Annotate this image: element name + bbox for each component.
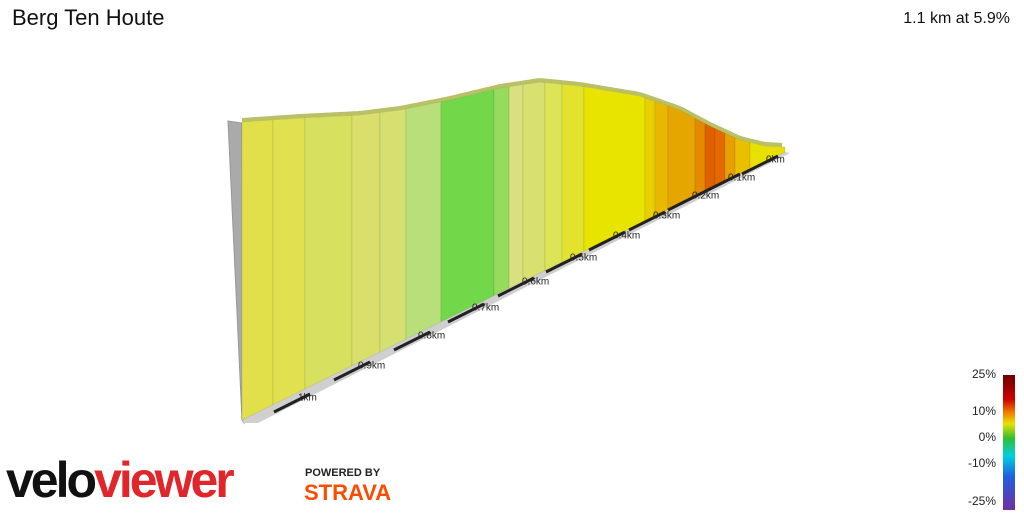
logo-end: viewer (94, 452, 234, 508)
distance-label: 1km (298, 393, 317, 404)
distance-label: 0.5km (570, 253, 597, 264)
distance-tick (703, 172, 741, 194)
profile-slice (644, 97, 656, 222)
distance-tick (333, 360, 371, 382)
profile-slice (522, 81, 546, 282)
profile-slice (704, 122, 716, 193)
distance-tick (667, 190, 705, 212)
distance-label: 0.3km (653, 211, 680, 222)
legend-label: 25% (972, 367, 996, 381)
distance-label: 0.9km (358, 361, 385, 372)
distance-label: 0.1km (728, 173, 755, 184)
title: Berg Ten Houte (12, 5, 164, 30)
distance-label: 0.2km (692, 191, 719, 202)
logo-start: velo (6, 452, 96, 508)
distance-label: 0.4km (613, 231, 640, 242)
profile-wall (227, 120, 245, 425)
distance-label: 0.6km (522, 277, 549, 288)
distance-label: 0.8km (418, 331, 445, 342)
distance-tick (393, 330, 431, 352)
distance-tick (741, 154, 779, 176)
legend-label: 0% (979, 430, 997, 444)
distance-tick (628, 210, 666, 232)
profile-slice (304, 115, 353, 390)
legend-label: -25% (968, 494, 996, 508)
distance-tick (588, 230, 626, 252)
profile-slice (405, 101, 442, 340)
distance-label: 0km (766, 155, 785, 166)
profile-slice (508, 84, 524, 289)
logo: veloviewer (6, 452, 234, 508)
profile-slice (694, 117, 706, 197)
profile-top (241, 78, 783, 147)
profile-slice (493, 86, 510, 297)
powered-by: POWERED BY (305, 467, 381, 479)
profile-slice (654, 100, 669, 217)
profile-slice (351, 112, 381, 367)
profile-slice (241, 119, 274, 421)
summary: 1.1 km at 5.9% (903, 10, 1010, 27)
legend-bar (1003, 375, 1015, 510)
legend-label: -10% (968, 456, 996, 470)
elevation-profile (227, 78, 790, 425)
profile-slice (272, 117, 306, 406)
distance-tick (545, 252, 583, 274)
profile-slice (544, 82, 563, 272)
profile-slice (561, 83, 585, 263)
profile-slice (440, 88, 495, 323)
profile-slice (379, 108, 407, 353)
distance-tick (447, 302, 485, 324)
profile-slice (667, 105, 696, 211)
legend-label: 10% (972, 404, 996, 418)
partner: STRAVA (304, 480, 391, 505)
profile-slice (714, 127, 726, 188)
distance-tick (273, 392, 311, 414)
distance-tick (497, 276, 535, 298)
distance-label: 0.7km (472, 303, 499, 314)
